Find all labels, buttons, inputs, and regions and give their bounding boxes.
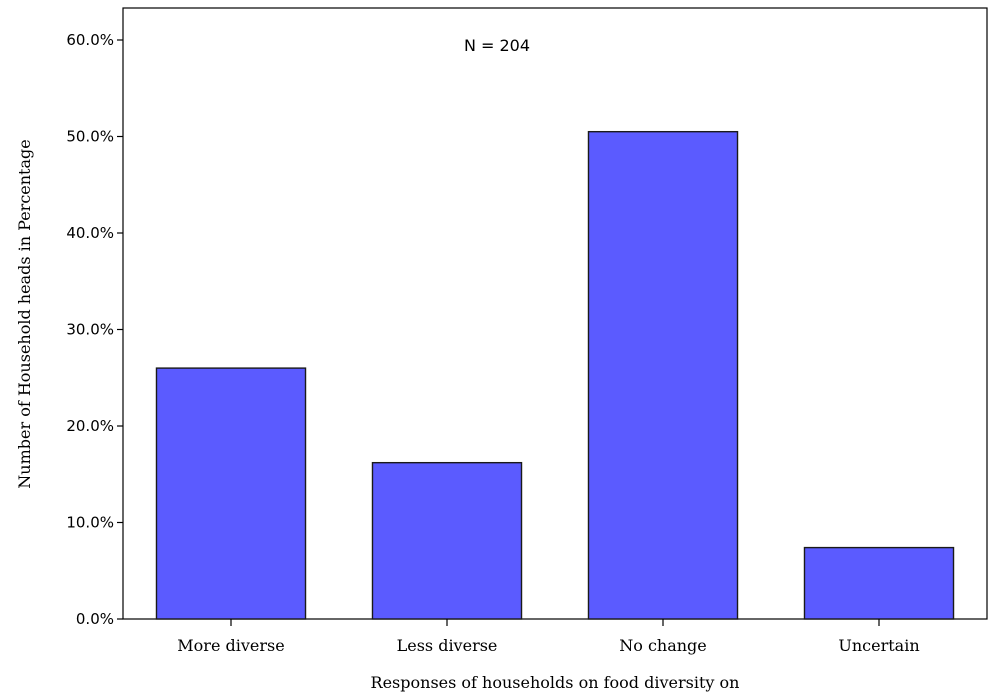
y-axis-title: Number of Household heads in Percentage — [15, 139, 34, 488]
bar-uncertain — [803, 546, 955, 620]
x-tick-label: Uncertain — [838, 636, 919, 655]
x-tick-label: More diverse — [177, 636, 284, 655]
x-tick-label: No change — [619, 636, 707, 655]
y-tick-label: 0.0% — [76, 610, 114, 628]
bar-less-diverse — [371, 461, 523, 620]
bar-no-change — [587, 130, 739, 620]
y-tick-label: 60.0% — [66, 31, 114, 49]
y-tick-label: 20.0% — [66, 417, 114, 435]
bars — [155, 130, 955, 620]
sample-size-annotation: N = 204 — [464, 36, 530, 55]
y-tick-label: 40.0% — [66, 224, 114, 242]
plot-frame — [122, 7, 988, 620]
bar-more-diverse — [155, 367, 307, 620]
x-axis-title: Responses of households on food diversit… — [371, 673, 740, 692]
y-tick-label: 50.0% — [66, 128, 114, 146]
y-tick-label: 30.0% — [66, 321, 114, 339]
y-tick-label: 10.0% — [66, 514, 114, 532]
x-axis-ticks: More diverse Less diverse No change Uncerta… — [177, 619, 920, 655]
x-tick-label: Less diverse — [397, 636, 498, 655]
y-axis-ticks: 0.0% 10.0% 20.0% 30.0% 40.0% 50.0% 60.0% — [66, 31, 123, 628]
